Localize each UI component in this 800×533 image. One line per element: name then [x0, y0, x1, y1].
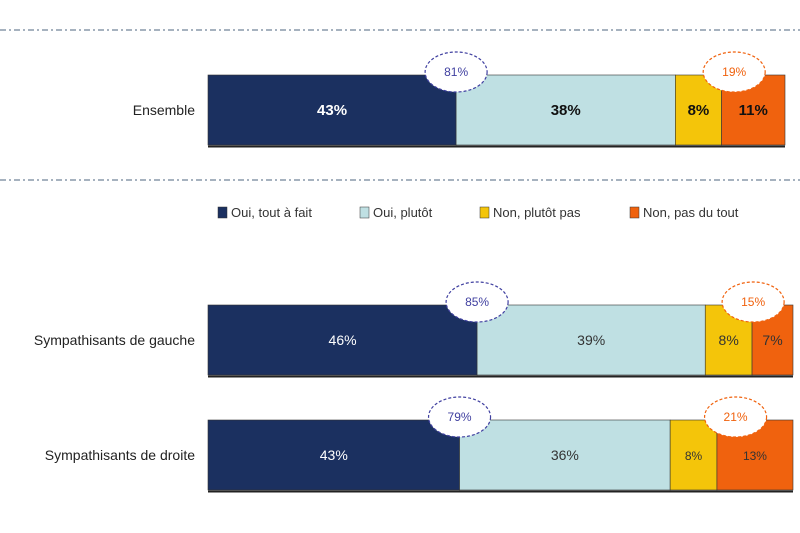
oui-total-bubble	[445, 281, 509, 323]
segment-label: 11%	[739, 102, 768, 119]
non-total-bubble	[702, 51, 766, 93]
segment-label: 8%	[685, 449, 703, 463]
oui-total-bubble	[427, 396, 492, 438]
segment-label: 36%	[551, 447, 579, 463]
legend-swatch	[629, 206, 640, 219]
legend-label: Non, plutôt pas	[493, 205, 581, 220]
segment-label: 38%	[551, 102, 581, 119]
bar-segment	[459, 419, 671, 491]
bar-segment	[207, 304, 478, 376]
legend-swatch	[479, 206, 490, 219]
segment-label: 39%	[577, 332, 605, 348]
segment-label: 43%	[317, 102, 347, 119]
oui-total-label: 85%	[465, 295, 489, 309]
bar-segment	[476, 304, 706, 376]
oui-total-label: 81%	[444, 65, 468, 79]
legend-label: Oui, tout à fait	[231, 205, 312, 220]
oui-total-bubble	[424, 51, 488, 93]
segment-label: 8%	[688, 102, 710, 119]
bar-segment	[455, 74, 676, 146]
legend: Oui, tout à fait Oui, plutôt Non, plutôt p…	[217, 205, 739, 220]
non-total-bubble	[703, 396, 768, 438]
segment-label: 8%	[719, 332, 739, 348]
segment-label: 43%	[320, 447, 348, 463]
oui-total-label: 79%	[448, 410, 472, 424]
segment-label: 46%	[329, 332, 357, 348]
legend-swatch	[359, 206, 370, 219]
segment-label: 13%	[743, 449, 767, 463]
non-total-label: 19%	[722, 65, 746, 79]
bar-rows: Ensemble 43% 38% 8% 11% 81% 19% Sympathisants d…	[34, 51, 794, 493]
bar-segment	[207, 74, 457, 146]
non-total-label: 21%	[724, 410, 748, 424]
non-total-bubble	[721, 281, 785, 323]
non-total-label: 15%	[741, 295, 765, 309]
legend-label: Oui, plutôt	[373, 205, 433, 220]
segment-label: 7%	[762, 332, 782, 348]
bar-segment	[207, 419, 460, 491]
category-label: Sympathisants de gauche	[34, 332, 195, 348]
category-label: Ensemble	[133, 102, 195, 118]
category-label: Sympathisants de droite	[45, 447, 195, 463]
legend-swatch	[217, 206, 228, 219]
legend-label: Non, pas du tout	[643, 205, 739, 220]
bar-segment	[669, 419, 718, 491]
